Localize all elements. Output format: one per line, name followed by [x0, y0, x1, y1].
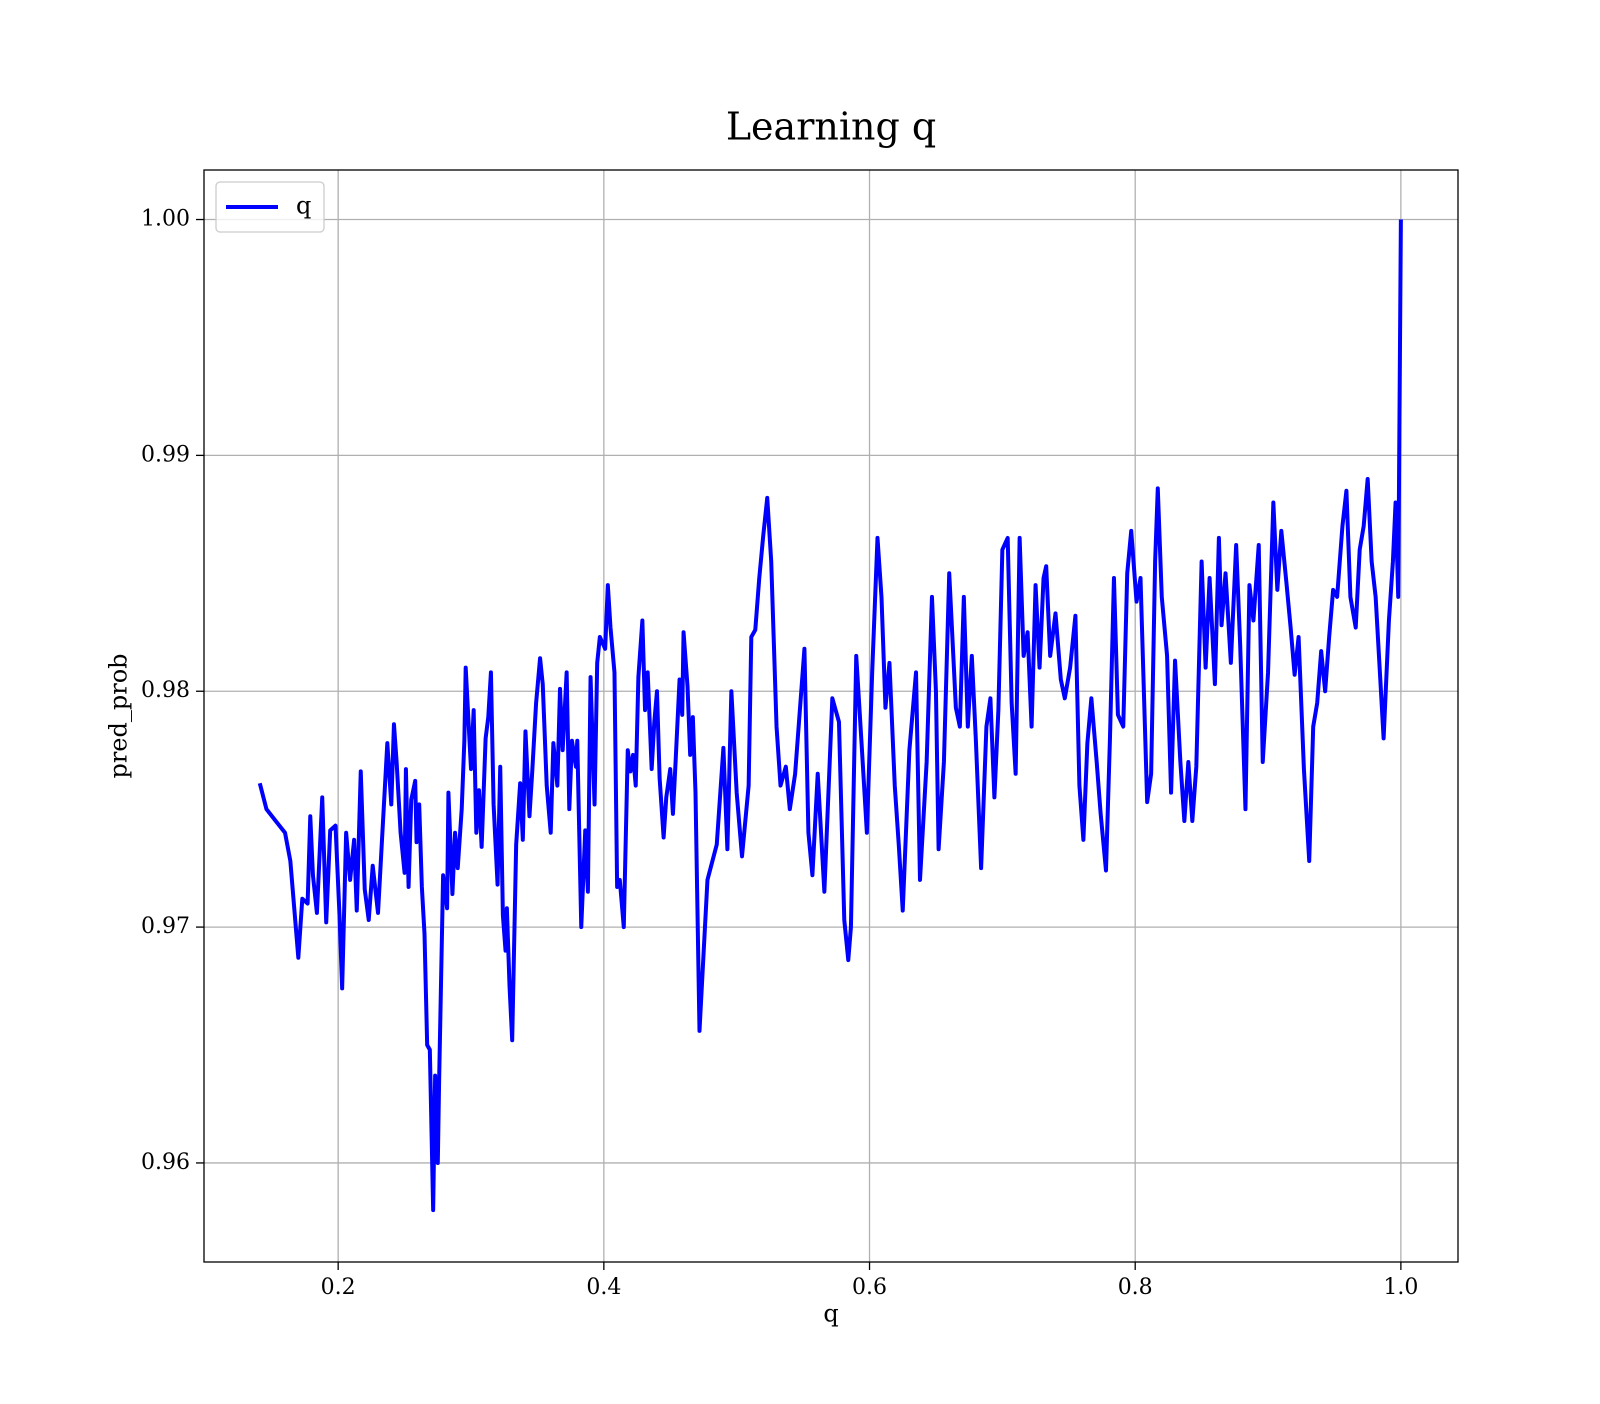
x-tick-label: 0.8 — [1118, 1275, 1153, 1300]
y-tick-label: 0.98 — [141, 678, 190, 703]
y-tick-label: 0.96 — [141, 1150, 190, 1175]
x-tick-label: 0.2 — [321, 1275, 356, 1300]
y-tick-label: 0.97 — [141, 914, 190, 939]
x-tick-label: 0.4 — [586, 1275, 621, 1300]
chart-title: Learning q — [726, 105, 936, 149]
y-axis-label: pred_prob — [105, 653, 133, 778]
x-tick-label: 0.6 — [852, 1275, 887, 1300]
x-axis-label: q — [823, 1300, 838, 1328]
x-tick-label: 1.0 — [1383, 1275, 1418, 1300]
plot-frame — [203, 169, 1459, 1263]
data-line — [257, 219, 1403, 1213]
legend-label: q — [296, 192, 311, 220]
y-tick-label: 1.00 — [141, 207, 190, 232]
y-tick-label: 0.99 — [141, 442, 190, 467]
